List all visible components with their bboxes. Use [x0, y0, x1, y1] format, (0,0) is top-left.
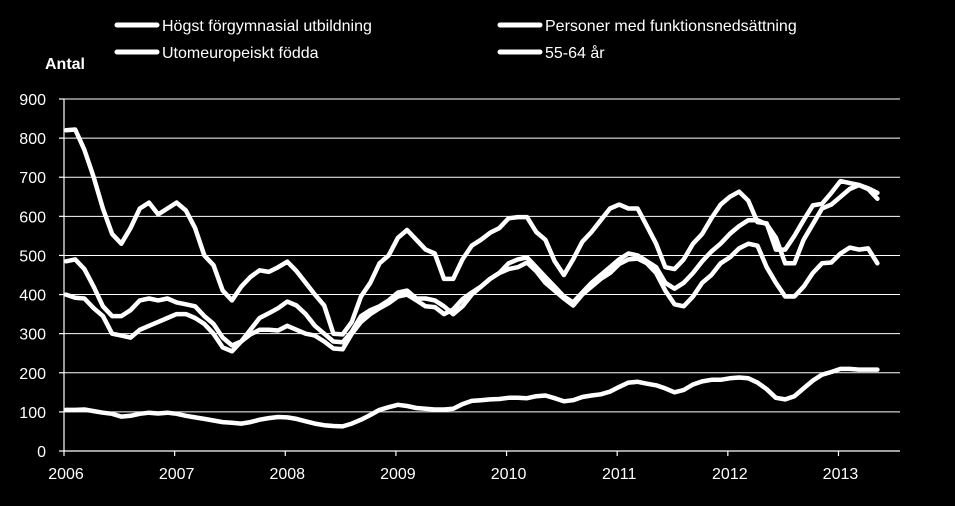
series-line-2: [63, 182, 880, 348]
y-tick-label: 400: [19, 288, 46, 305]
legend: Högst förgymnasial utbildning Personer m…: [114, 18, 797, 62]
x-tick-label: 2011: [602, 466, 637, 483]
legend-label: Utomeuropeiskt födda: [162, 45, 319, 62]
y-tick-label: 900: [19, 92, 46, 109]
x-tick-label: 2007: [159, 466, 195, 483]
y-tick-label: 200: [19, 366, 46, 383]
x-tick-label: 2013: [823, 466, 859, 483]
series-line-3: [63, 241, 880, 354]
legend-item-hogst-forgymnasial: Högst förgymnasial utbildning: [114, 18, 372, 35]
y-tick-label: 700: [19, 170, 46, 187]
legend-item-55-64-ar: 55-64 år: [497, 44, 605, 62]
y-axis-ticks: 0 100 200 300 400 500 600 700 800 900: [19, 92, 64, 461]
y-tick-label: 300: [19, 327, 46, 344]
series-lines: [63, 127, 880, 429]
legend-label: Personer med funktionsnedsättning: [545, 18, 797, 35]
y-axis-label: Antal: [45, 56, 85, 73]
x-tick-label: 2012: [712, 466, 748, 483]
y-tick-label: 600: [19, 209, 46, 226]
x-tick-label: 2009: [380, 466, 416, 483]
y-tick-label: 800: [19, 131, 46, 148]
gridlines: [64, 98, 900, 413]
series-line-1: [63, 127, 880, 337]
x-tick-label: 2008: [269, 466, 305, 483]
y-tick-label: 100: [19, 405, 46, 422]
legend-label: Högst förgymnasial utbildning: [162, 18, 372, 35]
legend-item-funktionsnedsattning: Personer med funktionsnedsättning: [497, 18, 797, 35]
y-tick-label: 0: [37, 444, 46, 461]
legend-label: 55-64 år: [545, 44, 605, 62]
series-line-4: [63, 366, 880, 429]
x-tick-label: 2010: [491, 466, 527, 483]
x-tick-label: 2006: [48, 466, 84, 483]
x-axis-ticks: 2006 2007 2008 2009 2010 2011 2012 2013: [48, 451, 858, 483]
y-tick-label: 500: [19, 248, 46, 265]
legend-item-utomeuropeiskt-fodda: Utomeuropeiskt födda: [114, 45, 319, 62]
